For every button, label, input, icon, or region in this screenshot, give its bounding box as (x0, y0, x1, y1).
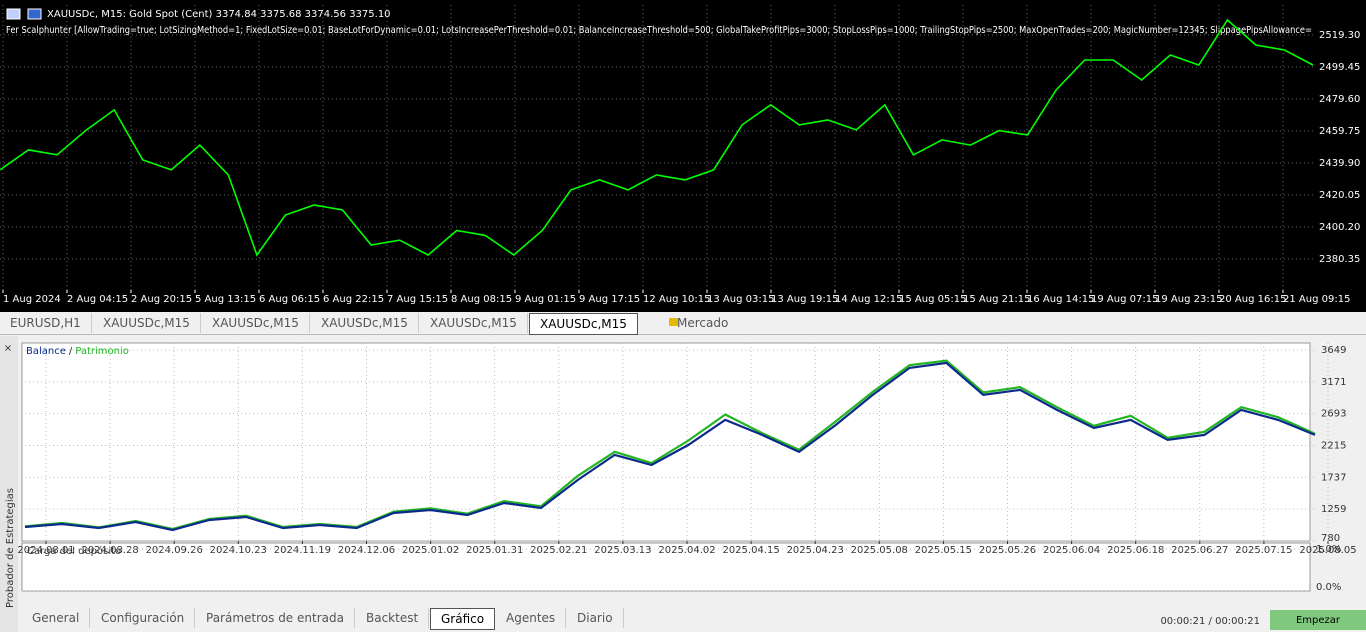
x-tick-label: 12 Aug 10:15 (643, 294, 710, 305)
y-tick-label: 2215 (1321, 440, 1346, 451)
x-tick-label: 1 Aug 2024 (3, 294, 61, 305)
y-tick-label: 2380.35 (1319, 254, 1360, 265)
y-tick-label: 3649 (1321, 345, 1346, 356)
x-tick-label: 21 Aug 09:15 (1283, 294, 1350, 305)
tester-tab[interactable]: Agentes (496, 608, 567, 628)
y-tick-label: 2439.90 (1319, 158, 1360, 169)
tester-tab[interactable]: Configuración (91, 608, 196, 628)
chart-tab[interactable]: XAUUSDc,M15 (202, 313, 310, 333)
start-button-bg[interactable] (1270, 610, 1366, 630)
y-tick-label: 2519.30 (1319, 30, 1360, 41)
x-tick-label: 2025.06.27 (1171, 545, 1228, 556)
x-tick-label: 15 Aug 05:15 (899, 294, 966, 305)
y-tick-label: 0.0% (1316, 582, 1341, 593)
chart-tab[interactable]: XAUUSDc,M15 (311, 313, 419, 333)
x-tick-label: 6 Aug 06:15 (259, 294, 320, 305)
expert-icon (27, 8, 42, 20)
series-line (24, 359, 1316, 531)
x-tick-label: 2025.04.15 (722, 545, 779, 556)
x-tick-label: 13 Aug 03:15 (707, 294, 774, 305)
market-tab[interactable]: Mercado (677, 316, 729, 330)
expert-params: Fer Scalphunter [AllowTrading=true; LotS… (6, 25, 1312, 36)
x-tick-label: 2025.06.04 (1043, 545, 1100, 556)
y-tick-label: 2420.05 (1319, 190, 1360, 201)
x-tick-label: 2025.01.02 (402, 545, 459, 556)
y-tick-label: 1259 (1321, 504, 1346, 515)
x-tick-label: 19 Aug 23:15 (1155, 294, 1222, 305)
x-tick-label: 2025.07.15 (1235, 545, 1292, 556)
x-tick-label: 16 Aug 14:15 (1027, 294, 1094, 305)
tester-tab[interactable]: Diario (567, 608, 624, 628)
price-chart-bg (0, 0, 1366, 312)
series-line (0, 18, 1314, 257)
x-tick-label: 2024.08.28 (81, 545, 138, 556)
x-tick-label: 2025.01.31 (466, 545, 523, 556)
x-tick-label: 2024.12.06 (338, 545, 395, 556)
x-tick-label: 14 Aug 12:15 (835, 294, 902, 305)
x-tick-label: 2 Aug 20:15 (131, 294, 192, 305)
x-tick-label: 5 Aug 13:15 (195, 294, 256, 305)
tester-tab[interactable]: General (22, 608, 91, 628)
legend-label: Patrimonio (75, 346, 129, 357)
legend-label: Balance (26, 346, 66, 357)
y-tick-label: 2459.75 (1319, 126, 1360, 137)
x-tick-label: 15 Aug 21:15 (963, 294, 1030, 305)
x-tick-label: 2024.11.19 (274, 545, 331, 556)
legend-label: / (69, 346, 73, 357)
x-tick-label: 9 Aug 17:15 (579, 294, 640, 305)
x-tick-label: 2025.03.13 (594, 545, 651, 556)
x-tick-label: 2 Aug 04:15 (67, 294, 128, 305)
y-tick-label: 2693 (1321, 409, 1346, 420)
chart-icon (6, 8, 21, 20)
x-tick-label: 20 Aug 16:15 (1219, 294, 1286, 305)
x-tick-label: 19 Aug 07:15 (1091, 294, 1158, 305)
chart-tabs: EURUSD,H1 XAUUSDc,M15 XAUUSDc,M15 XAUUSDc,M… (0, 312, 1366, 335)
x-tick-label: 2025.06.18 (1107, 545, 1164, 556)
y-tick-label: 2499.45 (1319, 62, 1360, 73)
y-tick-label: 780 (1321, 533, 1340, 544)
x-tick-label: 2024.09.26 (146, 545, 203, 556)
x-tick-label: 2025.05.15 (915, 545, 972, 556)
y-tick-label: 2479.60 (1319, 94, 1360, 105)
tester-tab[interactable]: Parámetros de entrada (196, 608, 355, 628)
x-tick-label: 2025.05.26 (979, 545, 1036, 556)
side-title: Probador de Estrategias (5, 488, 16, 608)
x-tick-label: 13 Aug 19:15 (771, 294, 838, 305)
chart-tab[interactable]: XAUUSDc,M15 (93, 313, 201, 333)
balance-plot (21, 342, 1311, 542)
y-tick-label: 2400.20 (1319, 222, 1360, 233)
x-tick-label: 2025.04.23 (787, 545, 844, 556)
tester-tabs: General Configuración Parámetros de entrad… (18, 607, 1268, 630)
x-tick-label: 2025.08.05 (1299, 545, 1356, 556)
status-time: 00:00:21 / 00:00:21 (1160, 616, 1260, 627)
close-button[interactable]: × (4, 343, 12, 354)
lock-icon (669, 318, 678, 326)
x-tick-label: 2025.02.21 (530, 545, 587, 556)
x-tick-label: 7 Aug 15:15 (387, 294, 448, 305)
chart-header: XAUUSDc, M15: Gold Spot (Cent) 3374.84 3… (47, 9, 391, 20)
x-tick-label: 2025.05.08 (851, 545, 908, 556)
y-tick-label: 1.0% (1316, 544, 1341, 555)
x-tick-label: 8 Aug 08:15 (451, 294, 512, 305)
x-tick-label: 6 Aug 22:15 (323, 294, 384, 305)
tester-tab[interactable]: Backtest (356, 608, 430, 628)
y-tick-label: 1737 (1321, 472, 1346, 483)
start-button[interactable]: Empezar (1296, 615, 1341, 626)
series-line (24, 361, 1316, 532)
deposit-plot (21, 542, 1311, 592)
side-strip (0, 336, 18, 632)
x-tick-label: 2025.04.02 (658, 545, 715, 556)
x-tick-label: 2024.08.01 (17, 545, 74, 556)
y-tick-label: 3171 (1321, 377, 1346, 388)
tester-tab[interactable]: Gráfico (430, 608, 496, 630)
x-tick-label: 2024.10.23 (210, 545, 267, 556)
x-tick-label: 9 Aug 01:15 (515, 294, 576, 305)
chart-tab[interactable]: XAUUSDc,M15 (420, 313, 528, 333)
chart-tab[interactable]: EURUSD,H1 (0, 313, 92, 333)
chart-tab[interactable]: XAUUSDc,M15 (529, 313, 638, 335)
deposit-title: Carga del depósito (27, 545, 121, 557)
